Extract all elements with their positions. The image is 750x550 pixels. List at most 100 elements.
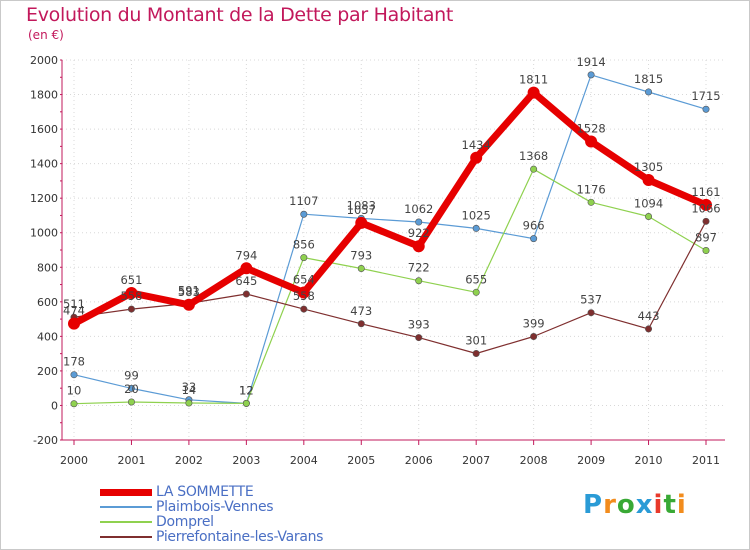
data-label: 1305 [634, 160, 663, 174]
legend-item: Domprel [100, 514, 400, 530]
legend-label: Domprel [156, 514, 214, 530]
data-label: 1434 [462, 138, 491, 152]
brand-letter: i [653, 490, 664, 520]
data-label: 1083 [347, 198, 376, 212]
series-line [73, 168, 707, 405]
x-tick-label: 2000 [60, 454, 88, 467]
data-label: 1715 [691, 89, 720, 103]
data-label: 1094 [634, 196, 663, 210]
data-point [530, 333, 538, 341]
y-tick-label: 600 [37, 296, 58, 309]
y-tick-label: 800 [37, 261, 58, 274]
data-point [182, 298, 195, 311]
x-tick-label: 2008 [520, 454, 548, 467]
legend-item: Pierrefontaine-les-Varans [100, 529, 400, 545]
legend-swatch [100, 488, 152, 496]
brand-letter: o [616, 490, 636, 520]
data-label: 443 [638, 309, 660, 323]
data-label: 1368 [519, 149, 548, 163]
data-label: 897 [695, 231, 717, 245]
data-labels: 178 99 33 12 1107 1083 1062 1025 966 1914 1815 1715… [63, 55, 721, 398]
data-point [127, 398, 135, 406]
y-tick-label: 200 [37, 365, 58, 378]
y-tick-label: 1400 [30, 158, 58, 171]
data-label: 1161 [691, 185, 720, 199]
data-label: 1107 [289, 194, 318, 208]
y-tick-label: 1600 [30, 123, 58, 136]
data-point [587, 71, 595, 79]
y-tick-label: 1200 [30, 192, 58, 205]
data-label: 722 [408, 261, 430, 275]
brand-letter: P [583, 490, 604, 520]
data-point [415, 334, 423, 342]
data-label: 591 [178, 283, 200, 297]
data-point [530, 165, 538, 173]
data-label: 1066 [691, 201, 720, 215]
data-label: 20 [124, 382, 139, 396]
data-point [70, 400, 78, 408]
y-tick-label: 400 [37, 330, 58, 343]
x-tick-label: 2009 [577, 454, 605, 467]
data-label: 511 [63, 297, 85, 311]
data-point [70, 371, 78, 379]
data-point [702, 105, 710, 113]
data-point [185, 399, 193, 407]
chart-title: Evolution du Montant de la Dette par Hab… [26, 4, 454, 26]
x-tick-label: 2003 [232, 454, 260, 467]
data-label: 793 [350, 248, 372, 262]
data-point [127, 384, 135, 392]
data-point [300, 210, 308, 218]
data-point [297, 286, 310, 299]
data-point [527, 86, 540, 99]
legend-item: Plaimbois-Vennes [100, 499, 400, 515]
data-point [127, 305, 135, 313]
data-point [530, 235, 538, 243]
data-label: 922 [408, 226, 430, 240]
data-label: 655 [465, 272, 487, 286]
legend-swatch [100, 521, 152, 523]
data-point [585, 135, 598, 148]
unit-label: (en €) [28, 28, 64, 42]
data-label: 583 [178, 285, 200, 299]
data-label: 856 [293, 238, 315, 252]
data-label: 654 [293, 272, 315, 286]
data-point [300, 254, 308, 262]
data-point [242, 290, 250, 298]
data-point [300, 305, 308, 313]
x-tick-label: 2001 [117, 454, 145, 467]
series-line [73, 74, 707, 404]
y-tick-label: 0 [51, 399, 58, 412]
data-point [645, 212, 653, 220]
data-label: 794 [235, 248, 257, 262]
data-point [357, 264, 365, 272]
legend-swatch [100, 506, 152, 508]
data-point [470, 151, 483, 164]
legend-swatch [100, 536, 152, 538]
data-point [415, 218, 423, 226]
data-label: 1815 [634, 72, 663, 86]
brand-letter: t [663, 490, 677, 520]
legend-label: Pierrefontaine-les-Varans [156, 529, 324, 545]
data-label: 14 [182, 383, 197, 397]
data-point [472, 224, 480, 232]
data-point [702, 217, 710, 225]
data-label: 651 [120, 273, 142, 287]
data-label: 1176 [576, 182, 605, 196]
data-label: 1811 [519, 73, 548, 87]
data-label: 12 [239, 383, 254, 397]
data-label: 966 [523, 219, 545, 233]
data-label: 474 [63, 304, 85, 318]
data-point [645, 325, 653, 333]
data-label: 99 [124, 368, 139, 382]
grid-lines [62, 59, 725, 441]
data-label: 1062 [404, 202, 433, 216]
data-point [412, 240, 425, 253]
data-point [125, 287, 138, 300]
x-tick-label: 2006 [405, 454, 433, 467]
data-label: 12 [239, 383, 254, 397]
axes: -200 0 200 400 600 800 1000 1200 1400 1600 1800 200… [30, 54, 725, 467]
x-tick-label: 2002 [175, 454, 203, 467]
data-label: 33 [182, 380, 197, 394]
data-point [242, 399, 250, 407]
